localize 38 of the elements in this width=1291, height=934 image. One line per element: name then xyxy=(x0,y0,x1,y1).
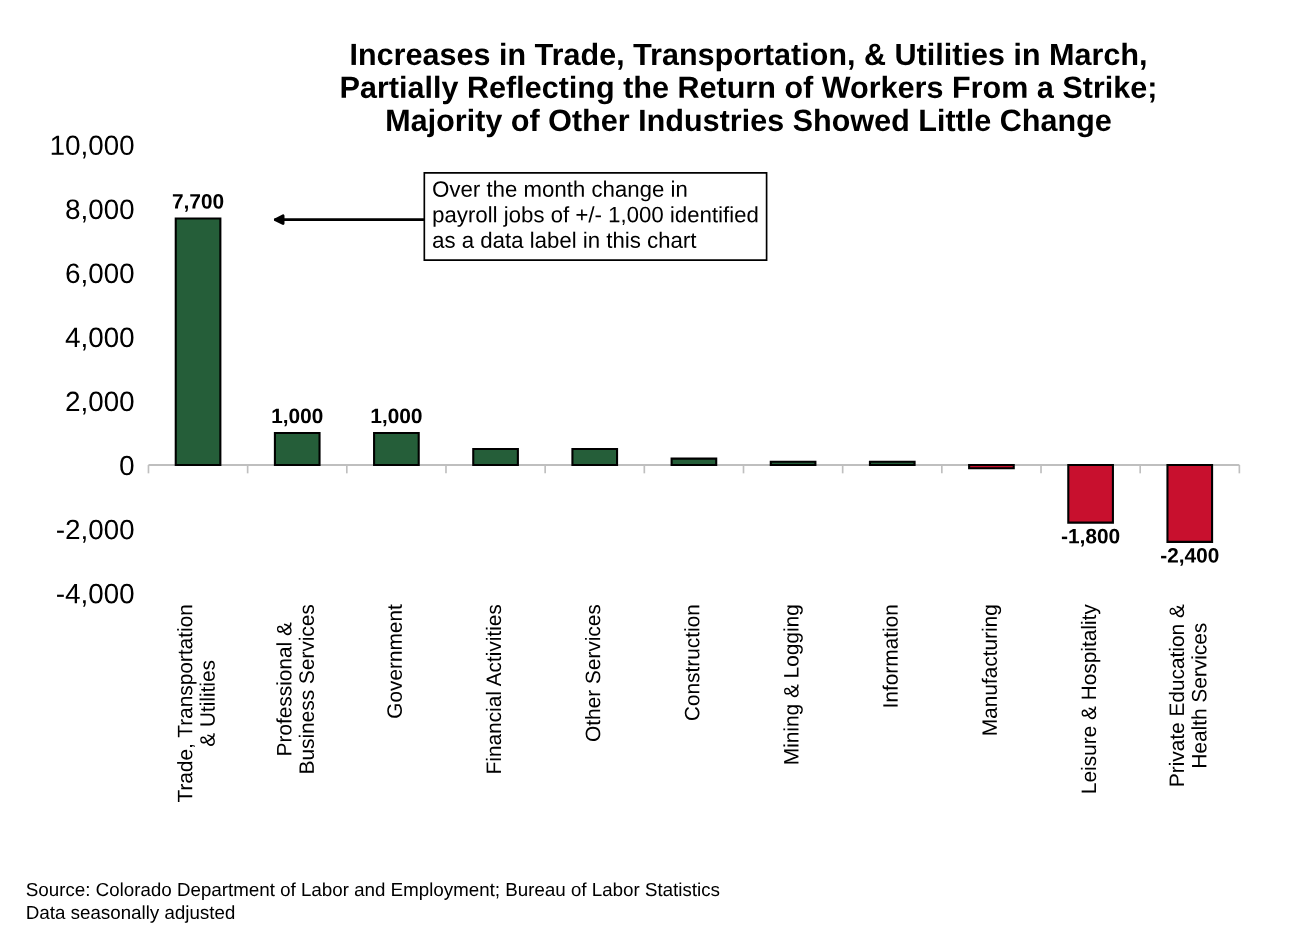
data-label: 7,700 xyxy=(172,194,224,212)
y-tick-label: 2,000 xyxy=(66,391,134,415)
x-tick-label: Government xyxy=(387,604,402,718)
y-tick-label: 8,000 xyxy=(66,199,134,223)
y-tick-label: -4,000 xyxy=(57,583,134,607)
x-tick-label: Information xyxy=(882,605,898,707)
bar xyxy=(373,431,420,467)
x-tick-label: Mining & Logging xyxy=(783,605,803,764)
bar xyxy=(968,463,1015,470)
data-label: -2,400 xyxy=(1161,547,1219,566)
annotation: Over the month change in payroll jobs of +/- 1,000 identified as a data label in this chart xyxy=(433,180,758,249)
y-tick-label: 0 xyxy=(120,455,134,476)
bar xyxy=(670,457,718,467)
x-tick-label: Professional & Business Services xyxy=(276,604,315,773)
bar xyxy=(273,431,321,467)
bar xyxy=(571,447,619,467)
x-tick-label: Leisure & Hospitality xyxy=(1080,604,1101,793)
data-label: 1,000 xyxy=(371,408,422,427)
bar xyxy=(769,460,817,467)
chart-title: Increases in Trade, Transportation, & Utilities in March, Partially Reflecting the Return of Workers From a Strike; Majority of Other Industries Showed Little Change xyxy=(341,42,1155,138)
x-tick-label: Private Education & Health Services xyxy=(1168,604,1207,786)
y-tick-label: -2,000 xyxy=(57,519,134,543)
y-tick-label: 6,000 xyxy=(66,263,134,287)
bar xyxy=(1166,463,1214,543)
data-label: -1,800 xyxy=(1061,528,1120,547)
bar xyxy=(472,447,519,467)
y-tick-label: 10,000 xyxy=(51,135,134,159)
x-tick-label: Financial Activities xyxy=(485,604,502,773)
x-tick-label: Construction xyxy=(684,605,700,721)
y-tick-label: 4,000 xyxy=(65,327,134,351)
bar xyxy=(868,460,916,467)
data-label: 1,000 xyxy=(272,408,323,427)
x-tick-label: Manufacturing xyxy=(981,605,1002,735)
bar xyxy=(174,217,222,467)
source-note: Source: Colorado Department of Labor and Employment; Bureau of Labor Statistics Data seasonally adjusted xyxy=(26,882,720,923)
bar xyxy=(1067,463,1114,524)
x-tick-label: Trade, Transportation & Utilities xyxy=(177,605,215,803)
x-tick-label: Other Services xyxy=(585,604,601,741)
